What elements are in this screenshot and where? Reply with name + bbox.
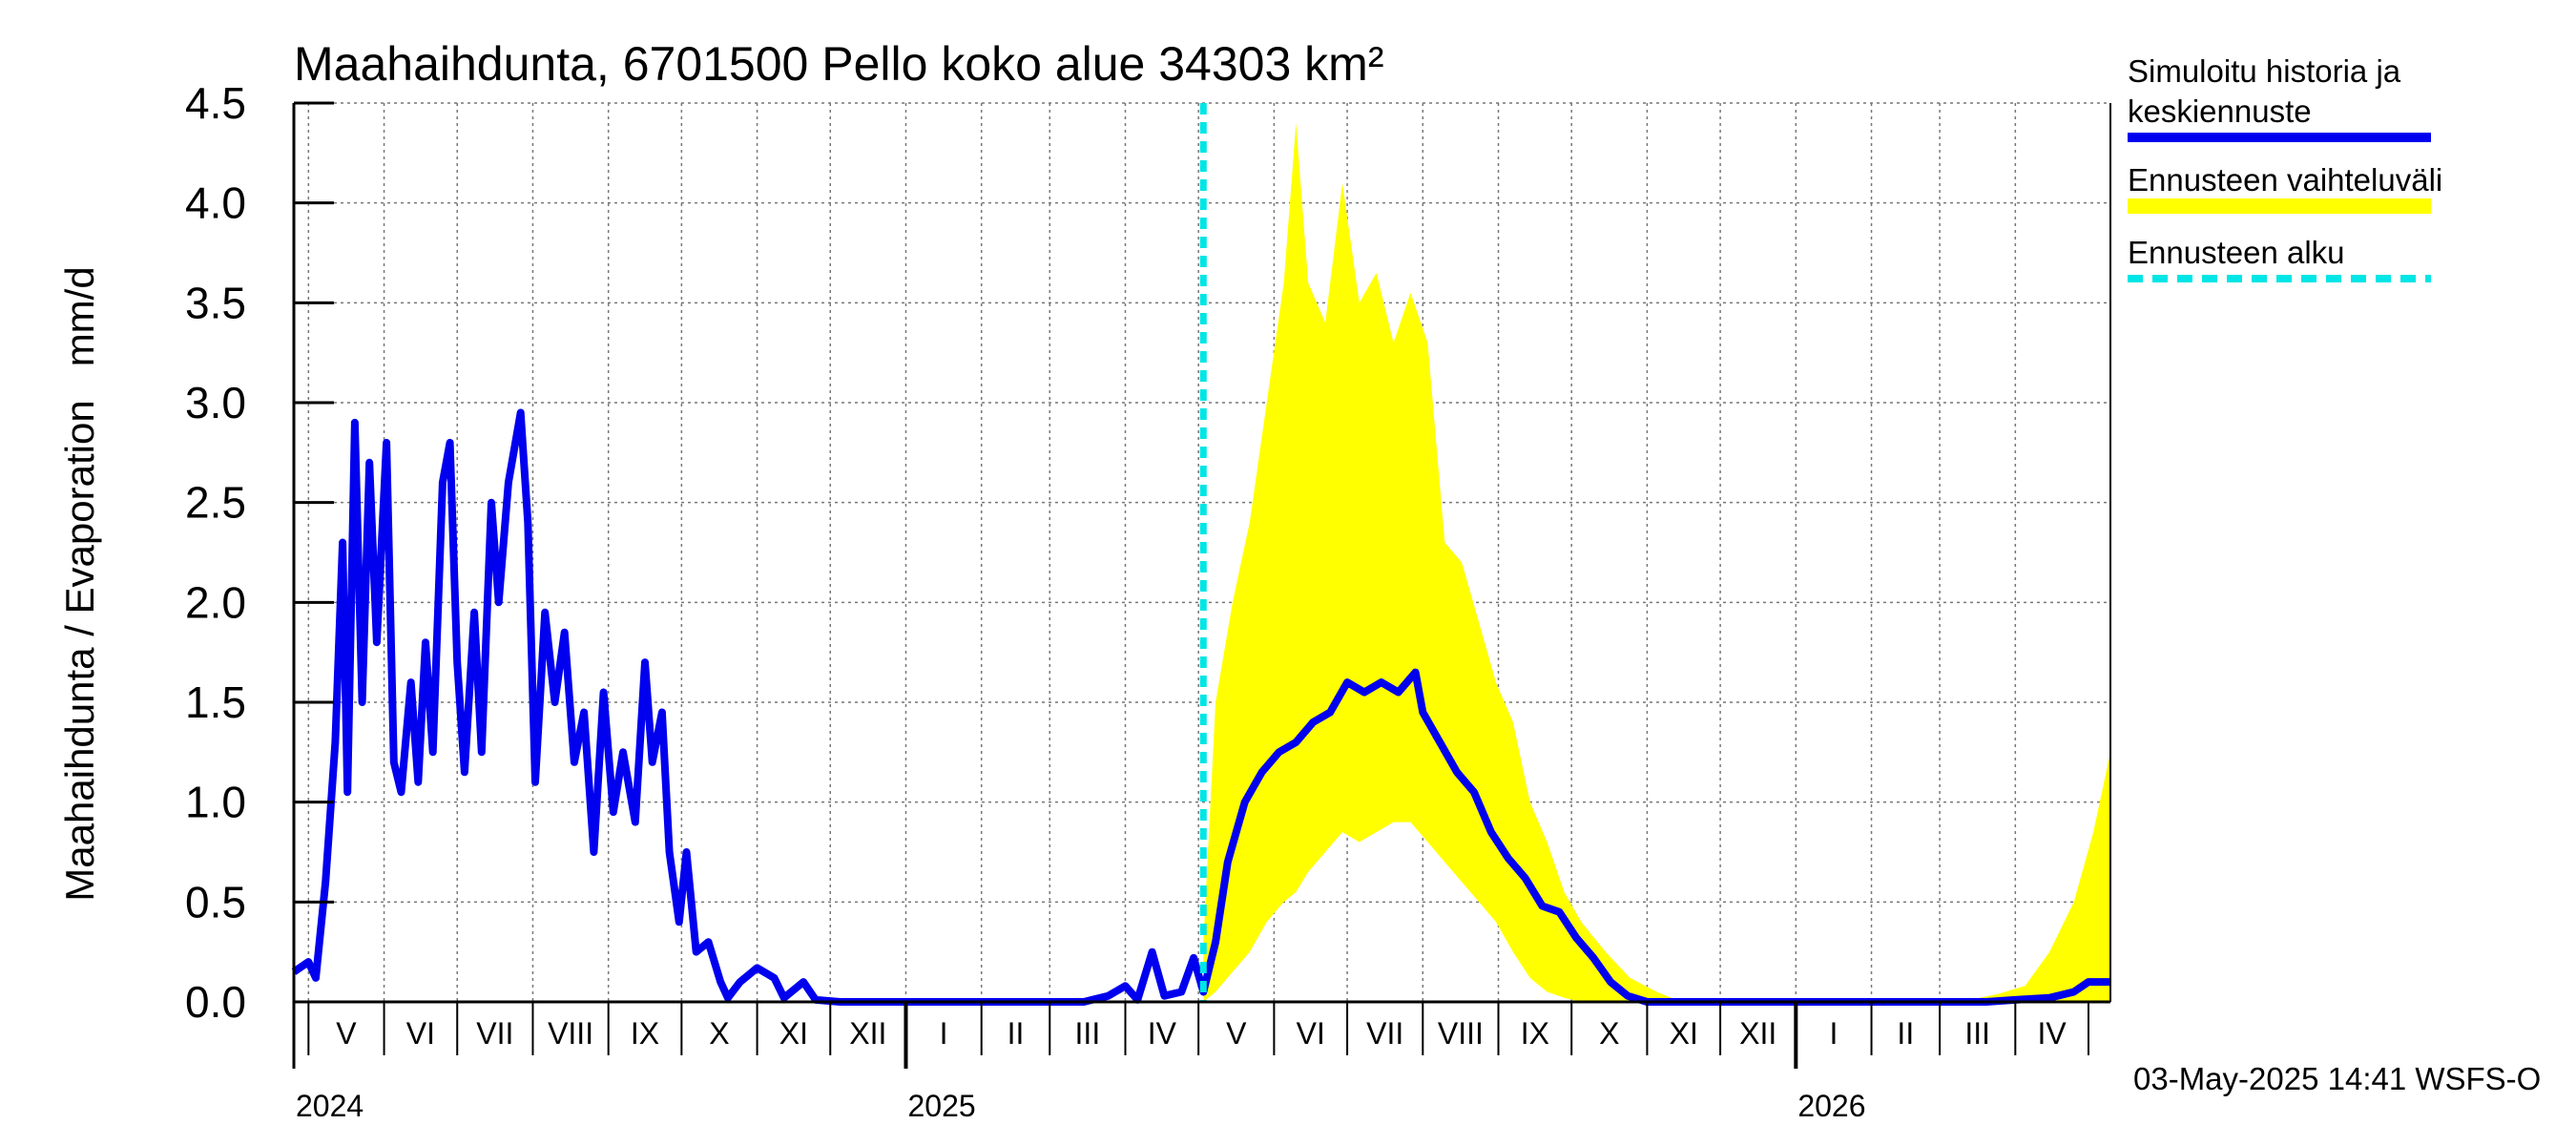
year-label: 2026 (1797, 1089, 1865, 1123)
x-tick-label: VII (476, 1016, 513, 1051)
footer-timestamp: 03-May-2025 14:41 WSFS-O (2133, 1061, 2541, 1096)
y-tick-label: 3.0 (185, 378, 246, 427)
y-tick-labels: 0.0 0.5 1.0 1.5 2.0 2.5 3.0 3.5 4.0 4.5 (185, 78, 246, 1027)
x-tick-label: IV (2038, 1016, 2067, 1051)
y-tick-label: 0.5 (185, 877, 246, 926)
x-tick-label: VI (1297, 1016, 1325, 1051)
legend-entry-range: Ennusteen vaihteluväli (2128, 162, 2442, 198)
x-tick-label: XI (779, 1016, 808, 1051)
legend-entry-history-line2: keskiennuste (2128, 94, 2312, 129)
x-tick-labels: V VI VII VIII IX X XI XII I II III IV V VI VII VIII IX X X… (296, 1016, 2067, 1123)
range-band-area (1203, 122, 2110, 1002)
history-mean-line (291, 408, 2110, 1006)
x-tick-label: VIII (1438, 1016, 1484, 1051)
chart-title: Maahaihdunta, 6701500 Pello koko alue 34… (294, 37, 1383, 91)
x-tick-label: VII (1366, 1016, 1403, 1051)
x-tick-label: X (709, 1016, 729, 1051)
y-tick-label: 4.5 (185, 78, 246, 128)
x-tick-label: XI (1670, 1016, 1698, 1051)
legend: Simuloitu historia ja keskiennuste Ennus… (2128, 53, 2442, 282)
year-label: 2025 (907, 1089, 975, 1123)
x-tick-label: XII (1739, 1016, 1776, 1051)
x-tick-label: I (1829, 1016, 1838, 1051)
x-tick-label: V (1226, 1016, 1247, 1051)
y-tick-label: 1.0 (185, 778, 246, 827)
x-tick-label: X (1599, 1016, 1619, 1051)
y-tick-label: 3.5 (185, 278, 246, 327)
x-tick-label: I (940, 1016, 948, 1051)
mean-line (291, 408, 2110, 1006)
y-tick-label: 2.0 (185, 577, 246, 627)
x-tick-label: II (1897, 1016, 1914, 1051)
legend-entry-forecast-start: Ennusteen alku (2128, 235, 2345, 270)
x-tick-label: XII (849, 1016, 886, 1051)
legend-entry-history-line1: Simuloitu historia ja (2128, 53, 2401, 89)
x-tick-label: III (1075, 1016, 1101, 1051)
axes (292, 101, 2111, 1069)
x-tick-label: III (1964, 1016, 1990, 1051)
x-tick-label: VI (406, 1016, 435, 1051)
y-axis-label: Maahaihdunta / Evaporation mm/d (57, 266, 102, 901)
year-label: 2024 (296, 1089, 364, 1123)
x-tick-label: VIII (548, 1016, 593, 1051)
x-tick-label: IV (1148, 1016, 1177, 1051)
x-tick-label: II (1008, 1016, 1025, 1051)
y-tick-label: 2.5 (185, 478, 246, 528)
y-tick-label: 0.0 (185, 977, 246, 1027)
x-tick-label: V (336, 1016, 357, 1051)
x-tick-label: IX (1521, 1016, 1549, 1051)
x-tick-label: IX (631, 1016, 659, 1051)
forecast-range-band (1203, 122, 2110, 1002)
y-tick-label: 1.5 (185, 677, 246, 727)
y-tick-label: 4.0 (185, 178, 246, 228)
